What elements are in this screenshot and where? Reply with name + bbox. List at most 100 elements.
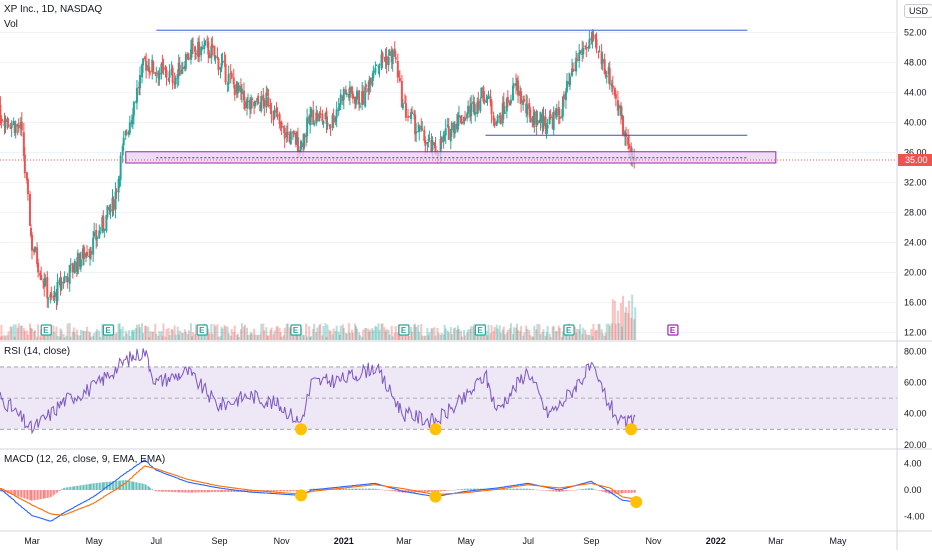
volume-bar xyxy=(525,325,528,340)
volume-bar xyxy=(607,323,610,340)
volume-bar xyxy=(450,334,453,340)
candle-body xyxy=(249,99,252,110)
volume-bar xyxy=(440,333,443,340)
candle-body xyxy=(186,53,189,60)
volume-bar xyxy=(590,328,593,340)
price-tick-label: 44.00 xyxy=(904,88,927,98)
candle-body xyxy=(223,61,226,63)
candle-body xyxy=(254,101,257,106)
volume-bar xyxy=(31,328,33,340)
volume-bar xyxy=(367,328,370,340)
volume-bar xyxy=(463,330,466,340)
volume-bar xyxy=(554,331,557,340)
macd-histogram-bar xyxy=(559,490,561,492)
macd-histogram-bar xyxy=(565,490,567,492)
volume-bar xyxy=(288,327,291,340)
candle-body xyxy=(285,131,288,138)
volume-bar xyxy=(597,323,600,340)
candle-body xyxy=(388,51,391,56)
candle-body xyxy=(17,124,20,129)
support-zone xyxy=(125,151,777,164)
candle-body xyxy=(411,111,414,114)
candle-body xyxy=(548,116,551,125)
macd-histogram-bar xyxy=(0,490,2,492)
candle-body xyxy=(414,114,417,135)
macd-histogram-bar xyxy=(161,490,164,492)
macd-histogram-bar xyxy=(34,490,36,500)
macd-histogram-bar xyxy=(377,489,380,490)
macd-histogram-bar xyxy=(180,490,183,493)
volume-bar xyxy=(17,323,20,340)
candle-body xyxy=(502,101,505,113)
macd-histogram-bar xyxy=(10,490,13,495)
macd-histogram-bar xyxy=(36,490,38,500)
candle-body xyxy=(233,84,236,96)
macd-histogram-bar xyxy=(308,489,310,490)
macd-histogram-bar xyxy=(90,483,92,490)
macd-histogram-bar xyxy=(539,490,542,491)
volume-bar xyxy=(243,324,246,340)
candle-body xyxy=(178,64,181,76)
volume-bar xyxy=(455,329,458,340)
candle-body xyxy=(158,72,161,80)
candle-body xyxy=(22,132,25,156)
macd-histogram-bar xyxy=(108,481,111,490)
macd-histogram-bar xyxy=(282,490,285,492)
candle-body xyxy=(13,122,16,134)
macd-histogram-bar xyxy=(528,488,531,490)
volume-bar xyxy=(522,335,525,340)
volume-bar xyxy=(498,325,501,340)
candle-body xyxy=(621,115,624,135)
volume-bar xyxy=(315,332,318,340)
volume-bar xyxy=(378,330,381,340)
volume-bar xyxy=(321,335,324,340)
macd-histogram-bar xyxy=(585,488,588,490)
candle-body xyxy=(350,86,353,94)
candle-body xyxy=(455,123,458,130)
volume-bar xyxy=(134,328,137,340)
candle-body xyxy=(541,113,544,129)
macd-histogram-bar xyxy=(592,488,595,490)
volume-bar xyxy=(198,334,201,340)
macd-histogram-bar xyxy=(306,489,308,491)
volume-bar xyxy=(183,329,186,340)
macd-histogram-bar xyxy=(62,487,65,490)
macd-histogram-bar xyxy=(17,490,20,497)
volume-bar xyxy=(278,328,281,340)
macd-histogram-bar xyxy=(600,490,603,492)
macd-histogram-bar xyxy=(372,488,375,490)
candle-body xyxy=(415,131,418,134)
volume-bar xyxy=(356,328,359,340)
macd-histogram-bar xyxy=(270,490,273,492)
macd-histogram-bar xyxy=(506,488,508,490)
candle-body xyxy=(371,77,374,86)
macd-histogram-bar xyxy=(351,488,353,490)
candle-body xyxy=(611,85,614,89)
candle-body xyxy=(56,281,59,302)
candle-body xyxy=(328,124,331,126)
candle-body xyxy=(457,115,460,118)
volume-bar xyxy=(53,331,56,340)
macd-histogram-bar xyxy=(194,490,196,493)
macd-histogram-bar xyxy=(622,490,624,494)
volume-bar xyxy=(20,325,23,340)
macd-histogram-bar xyxy=(367,488,370,490)
candle-body xyxy=(310,108,313,118)
volume-bar xyxy=(62,333,65,340)
earnings-marker xyxy=(398,324,410,336)
candle-body xyxy=(242,90,245,101)
candle-body xyxy=(620,114,623,118)
candles xyxy=(0,29,637,310)
candle-body xyxy=(351,93,354,99)
currency-button[interactable]: USD xyxy=(904,4,932,18)
candle-body xyxy=(50,292,53,298)
macd-histogram-bar xyxy=(27,490,29,500)
volume-bar xyxy=(452,328,455,340)
candle-body xyxy=(92,237,95,255)
macd-histogram-bar xyxy=(201,490,203,493)
candle-body xyxy=(378,64,381,69)
volume-bar xyxy=(122,336,125,340)
macd-histogram-bar xyxy=(562,490,564,492)
candle-body xyxy=(4,118,7,129)
